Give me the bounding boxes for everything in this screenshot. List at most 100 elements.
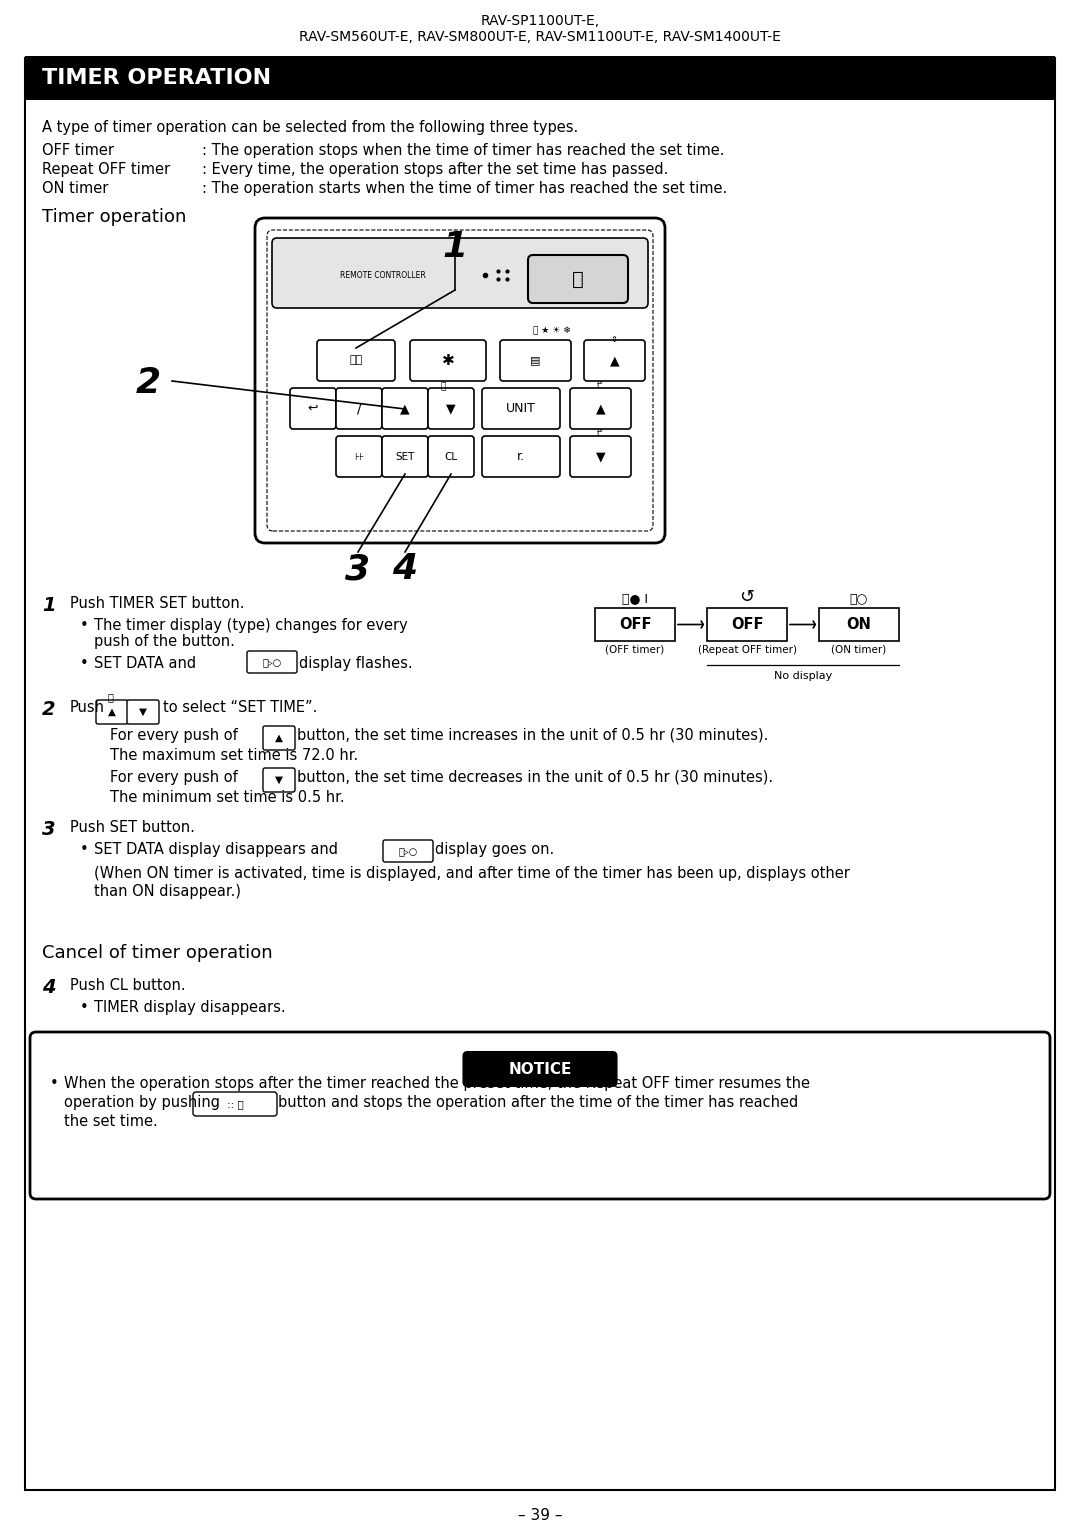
Text: The timer display (type) changes for every: The timer display (type) changes for eve…: [94, 618, 408, 633]
FancyBboxPatch shape: [264, 726, 295, 750]
Text: operation by pushing: operation by pushing: [64, 1095, 220, 1110]
Text: 1: 1: [42, 596, 56, 615]
FancyBboxPatch shape: [291, 387, 336, 429]
FancyBboxPatch shape: [707, 608, 787, 640]
Text: t°: t°: [596, 430, 604, 439]
Text: : Every time, the operation stops after the set time has passed.: : Every time, the operation stops after …: [202, 162, 669, 177]
Text: Repeat OFF timer: Repeat OFF timer: [42, 162, 171, 177]
FancyBboxPatch shape: [570, 436, 631, 477]
Text: ↩: ↩: [308, 403, 319, 415]
Text: SET: SET: [395, 451, 415, 462]
Text: OFF: OFF: [619, 618, 651, 631]
FancyBboxPatch shape: [428, 436, 474, 477]
Text: ▼: ▼: [596, 450, 605, 464]
FancyBboxPatch shape: [193, 1092, 276, 1116]
FancyBboxPatch shape: [255, 218, 665, 543]
Text: CL: CL: [445, 451, 458, 462]
Text: ▼: ▼: [275, 775, 283, 785]
Text: For every push of: For every push of: [110, 770, 238, 785]
Text: •: •: [80, 618, 89, 633]
Text: OFF timer: OFF timer: [42, 143, 114, 159]
Text: ▼: ▼: [139, 708, 147, 717]
Text: •: •: [80, 842, 89, 857]
Text: Timer operation: Timer operation: [42, 207, 187, 226]
FancyBboxPatch shape: [247, 651, 297, 673]
Text: •: •: [80, 1000, 89, 1016]
Text: (Repeat OFF timer): (Repeat OFF timer): [698, 645, 797, 656]
Text: (OFF timer): (OFF timer): [606, 645, 664, 656]
Text: ▲: ▲: [610, 354, 619, 368]
Text: (ON timer): (ON timer): [832, 645, 887, 656]
Text: 3: 3: [346, 552, 370, 586]
Text: ▲: ▲: [596, 403, 605, 415]
Text: ⏱: ⏱: [107, 692, 113, 702]
Text: RAV-SP1100UT-E,: RAV-SP1100UT-E,: [481, 14, 599, 27]
Text: ✱: ✱: [442, 352, 455, 368]
FancyBboxPatch shape: [318, 340, 395, 381]
Text: The maximum set time is 72.0 hr.: The maximum set time is 72.0 hr.: [110, 747, 359, 762]
Text: than ON disappear.): than ON disappear.): [94, 884, 241, 900]
FancyBboxPatch shape: [267, 230, 653, 531]
Text: SET DATA display disappears and: SET DATA display disappears and: [94, 842, 338, 857]
Text: display flashes.: display flashes.: [299, 656, 413, 671]
Text: •: •: [50, 1077, 58, 1090]
Text: push of the button.: push of the button.: [94, 634, 234, 650]
Text: ON timer: ON timer: [42, 181, 108, 197]
FancyBboxPatch shape: [463, 1052, 617, 1086]
Text: ▲: ▲: [275, 734, 283, 743]
Text: button, the set time decreases in the unit of 0.5 hr (30 minutes).: button, the set time decreases in the un…: [297, 770, 773, 785]
FancyBboxPatch shape: [127, 700, 159, 724]
FancyBboxPatch shape: [528, 255, 627, 303]
FancyBboxPatch shape: [482, 387, 561, 429]
Text: to select “SET TIME”.: to select “SET TIME”.: [163, 700, 318, 715]
Text: the set time.: the set time.: [64, 1113, 158, 1128]
Text: ⇕: ⇕: [610, 334, 618, 343]
Text: ⏰● I: ⏰● I: [622, 593, 648, 605]
Text: Push TIMER SET button.: Push TIMER SET button.: [70, 596, 244, 612]
Text: 1: 1: [443, 230, 468, 264]
Text: The minimum set time is 0.5 hr.: The minimum set time is 0.5 hr.: [110, 790, 345, 805]
Text: 2: 2: [42, 700, 56, 718]
Text: NOTICE: NOTICE: [509, 1061, 571, 1077]
FancyBboxPatch shape: [264, 769, 295, 791]
Text: Ⓐ ★ ☀ ❄: Ⓐ ★ ☀ ❄: [534, 326, 570, 336]
FancyBboxPatch shape: [25, 58, 1055, 1490]
Text: ON: ON: [847, 618, 872, 631]
FancyBboxPatch shape: [819, 608, 899, 640]
Text: – 39 –: – 39 –: [517, 1508, 563, 1523]
Text: TIMER OPERATION: TIMER OPERATION: [42, 69, 271, 88]
Text: t°: t°: [596, 381, 604, 390]
FancyBboxPatch shape: [382, 387, 428, 429]
Text: ▤: ▤: [530, 355, 541, 366]
Text: Push CL button.: Push CL button.: [70, 978, 186, 993]
Text: button, the set time increases in the unit of 0.5 hr (30 minutes).: button, the set time increases in the un…: [297, 727, 768, 743]
Text: display goes on.: display goes on.: [435, 842, 554, 857]
Text: 3: 3: [42, 820, 56, 839]
Text: UNIT: UNIT: [507, 403, 536, 415]
FancyBboxPatch shape: [410, 340, 486, 381]
Text: OFF: OFF: [731, 618, 764, 631]
Text: A type of timer operation can be selected from the following three types.: A type of timer operation can be selecte…: [42, 120, 578, 136]
Text: ▲: ▲: [108, 708, 116, 717]
Text: TIMER display disappears.: TIMER display disappears.: [94, 1000, 285, 1016]
Text: r.: r.: [517, 450, 525, 464]
Text: ↺: ↺: [740, 589, 755, 605]
FancyBboxPatch shape: [584, 340, 645, 381]
Text: Push SET button.: Push SET button.: [70, 820, 194, 836]
Text: When the operation stops after the timer reached the preset time, the Repeat OFF: When the operation stops after the timer…: [64, 1077, 810, 1090]
FancyBboxPatch shape: [595, 608, 675, 640]
Text: : The operation starts when the time of timer has reached the set time.: : The operation starts when the time of …: [202, 181, 727, 197]
Text: Cancel of timer operation: Cancel of timer operation: [42, 944, 272, 962]
FancyBboxPatch shape: [428, 387, 474, 429]
Text: ⏰▹○: ⏰▹○: [399, 846, 418, 856]
Text: 4: 4: [42, 978, 56, 997]
Text: ⏻: ⏻: [572, 270, 584, 288]
Text: ⏰⏻: ⏰⏻: [349, 355, 363, 366]
FancyBboxPatch shape: [570, 387, 631, 429]
FancyBboxPatch shape: [30, 1032, 1050, 1199]
FancyBboxPatch shape: [382, 436, 428, 477]
Text: RAV-SM560UT-E, RAV-SM800UT-E, RAV-SM1100UT-E, RAV-SM1400UT-E: RAV-SM560UT-E, RAV-SM800UT-E, RAV-SM1100…: [299, 30, 781, 44]
FancyBboxPatch shape: [482, 436, 561, 477]
Text: ⏰▹○: ⏰▹○: [262, 657, 282, 666]
Text: •: •: [80, 656, 89, 671]
